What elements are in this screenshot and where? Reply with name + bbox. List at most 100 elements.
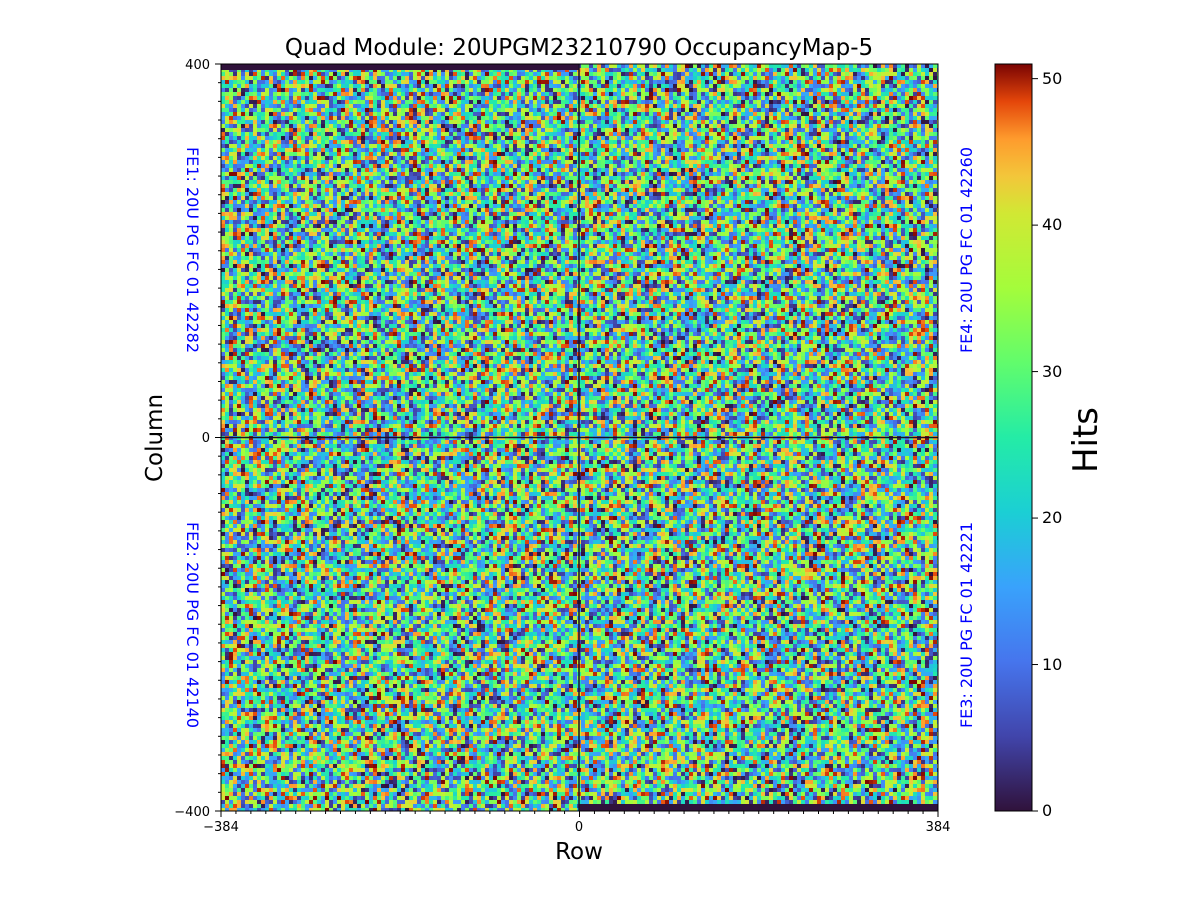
heatmap-cell — [225, 104, 229, 108]
heatmap-cell — [629, 136, 633, 140]
heatmap-cell — [229, 92, 233, 96]
heatmap-cell — [497, 152, 501, 156]
heatmap-cell — [853, 168, 857, 172]
heatmap-cell — [233, 156, 237, 160]
heatmap-cell — [549, 168, 553, 172]
heatmap-cell — [797, 96, 801, 100]
heatmap-cell — [645, 84, 649, 88]
heatmap-cell — [245, 92, 249, 96]
heatmap-cell — [833, 96, 837, 100]
heatmap-cell — [765, 164, 769, 168]
heatmap-cell — [749, 124, 753, 128]
heatmap-cell — [869, 144, 873, 148]
heatmap-cell — [465, 132, 469, 136]
heatmap-cell — [365, 80, 369, 84]
heatmap-cell — [829, 148, 833, 152]
heatmap-cell — [297, 136, 301, 140]
heatmap-cell — [261, 120, 265, 124]
heatmap-cell — [757, 148, 761, 152]
heatmap-cell — [725, 64, 729, 68]
heatmap-cell — [773, 152, 777, 156]
heatmap-cell — [381, 144, 385, 148]
heatmap-cell — [689, 100, 693, 104]
heatmap-cell — [309, 172, 313, 176]
heatmap-cell — [345, 152, 349, 156]
heatmap-cell — [397, 72, 401, 76]
heatmap-cell — [309, 88, 313, 92]
heatmap-cell — [393, 92, 397, 96]
heatmap-cell — [373, 88, 377, 92]
heatmap-cell — [717, 84, 721, 88]
heatmap-cell — [429, 124, 433, 128]
heatmap-cell — [929, 88, 933, 92]
heatmap-cell — [717, 108, 721, 112]
heatmap-cell — [705, 88, 709, 92]
heatmap-cell — [821, 160, 825, 164]
heatmap-cell — [561, 128, 565, 132]
heatmap-cell — [793, 164, 797, 168]
heatmap-cell — [789, 68, 793, 72]
heatmap-cell — [381, 132, 385, 136]
heatmap-cell — [229, 76, 233, 80]
heatmap-cell — [533, 100, 537, 104]
heatmap-cell — [689, 64, 693, 68]
heatmap-cell — [497, 96, 501, 100]
heatmap-cell — [509, 140, 513, 144]
heatmap-cell — [285, 172, 289, 176]
heatmap-cell — [373, 96, 377, 100]
heatmap-cell — [353, 132, 357, 136]
heatmap-cell — [721, 168, 725, 172]
heatmap-cell — [773, 72, 777, 76]
heatmap-cell — [449, 80, 453, 84]
heatmap-cell — [417, 140, 421, 144]
heatmap-cell — [397, 128, 401, 132]
heatmap-cell — [857, 168, 861, 172]
heatmap-cell — [929, 72, 933, 76]
heatmap-cell — [757, 164, 761, 168]
heatmap-cell — [261, 124, 265, 128]
heatmap-cell — [825, 148, 829, 152]
heatmap-cell — [773, 112, 777, 116]
heatmap-cell — [233, 92, 237, 96]
heatmap-cell — [469, 164, 473, 168]
heatmap-cell — [725, 80, 729, 84]
heatmap-cell — [549, 116, 553, 120]
heatmap-cell — [281, 172, 285, 176]
heatmap-cell — [885, 112, 889, 116]
heatmap-cell — [377, 84, 381, 88]
heatmap-cell — [757, 84, 761, 88]
heatmap-cell — [561, 164, 565, 168]
heatmap-cell — [437, 72, 441, 76]
heatmap-cell — [401, 156, 405, 160]
heatmap-cell — [673, 148, 677, 152]
heatmap-cell — [353, 168, 357, 172]
heatmap-cell — [493, 92, 497, 96]
heatmap-cell — [353, 76, 357, 80]
heatmap-cell — [849, 164, 853, 168]
heatmap-cell — [329, 76, 333, 80]
heatmap-cell — [657, 144, 661, 148]
heatmap-cell — [373, 76, 377, 80]
heatmap-cell — [745, 164, 749, 168]
heatmap-cell — [741, 168, 745, 172]
heatmap-cell — [921, 92, 925, 96]
heatmap-cell — [757, 124, 761, 128]
heatmap-cell — [737, 72, 741, 76]
heatmap-cell — [465, 164, 469, 168]
heatmap-cell — [425, 128, 429, 132]
heatmap-cell — [465, 148, 469, 152]
heatmap-cell — [505, 168, 509, 172]
heatmap-cell — [725, 164, 729, 168]
heatmap-cell — [445, 84, 449, 88]
heatmap-cell — [721, 112, 725, 116]
heatmap-cell — [305, 80, 309, 84]
heatmap-cell — [329, 96, 333, 100]
heatmap-cell — [449, 84, 453, 88]
heatmap-cell — [349, 80, 353, 84]
heatmap-cell — [857, 144, 861, 148]
heatmap-cell — [889, 92, 893, 96]
heatmap-cell — [525, 100, 529, 104]
heatmap-cell — [873, 108, 877, 112]
heatmap-cell — [841, 80, 845, 84]
heatmap-cell — [233, 128, 237, 132]
